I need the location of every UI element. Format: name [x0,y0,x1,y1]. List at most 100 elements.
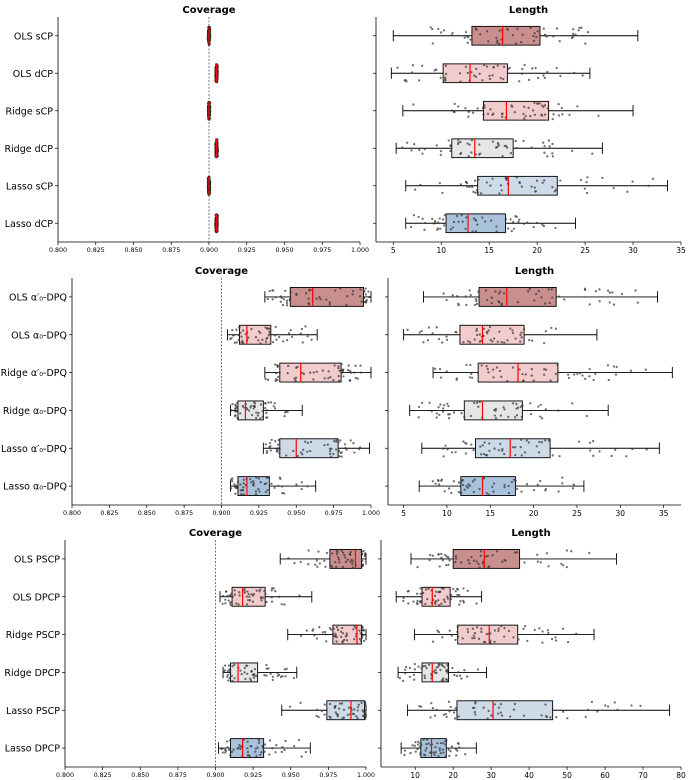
data-point [248,677,252,680]
panel-title: Coverage [189,528,242,539]
data-point [301,341,304,344]
data-point [226,594,229,598]
data-point [408,675,412,678]
data-point [365,298,368,302]
data-point [314,563,317,566]
data-point [225,590,228,593]
data-point [334,704,337,708]
data-point [289,291,292,294]
data-point [520,72,524,75]
data-point [519,340,522,343]
data-point [546,155,549,158]
data-point [473,636,476,640]
data-point [557,409,560,412]
data-point [487,329,490,332]
data-point [570,36,574,40]
data-point [320,709,324,713]
data-point [452,587,455,591]
data-point [522,112,525,116]
data-point [241,489,245,492]
data-point [259,403,263,406]
data-point [442,224,446,227]
data-point [551,296,554,299]
data-point [247,592,250,596]
data-point [523,451,527,454]
data-point [285,454,288,457]
data-point [430,701,433,705]
data-point [435,412,438,415]
data-point [553,190,557,193]
data-point [312,378,315,381]
data-point [306,335,309,338]
data-point [304,325,307,328]
data-point [281,303,285,307]
data-point [402,596,405,600]
data-point [254,336,258,339]
data-point [427,587,430,591]
data-point [606,364,610,367]
data-point [532,39,536,43]
data-point [461,220,464,223]
data-point [527,290,530,293]
data-point [410,71,414,74]
data-point [473,710,477,714]
data-point [497,706,501,709]
data-point [500,304,503,307]
data-point [223,664,227,667]
data-point [364,717,367,720]
data-point [306,485,309,488]
data-point [356,709,359,712]
data-point [454,451,457,454]
data-point [451,294,454,297]
data-point [472,559,476,562]
box-row [373,213,576,234]
data-point [358,629,361,632]
data-point [338,702,342,705]
data-point [457,105,460,108]
data-point [323,377,326,380]
data-point [614,448,617,451]
data-point [245,595,249,598]
data-point [348,369,352,372]
data-point [437,221,440,224]
data-point [436,629,439,632]
data-point [441,664,444,667]
data-point [561,113,564,116]
data-point [561,476,564,479]
data-point [239,412,242,415]
data-point [454,638,457,642]
data-point [271,747,274,750]
data-point [514,479,517,483]
data-point [307,549,310,552]
data-point [437,483,441,486]
data-point [557,114,561,117]
data-point [347,706,351,709]
data-point [447,556,450,559]
data-point [545,35,548,38]
data-point [276,674,279,677]
data-point [529,413,533,416]
data-point [511,402,515,405]
data-point [239,489,242,492]
data-point [428,558,431,562]
data-point [486,30,489,33]
data-point [513,551,517,554]
data-point [422,753,426,756]
data-point [544,408,548,411]
data-point [447,487,451,490]
data-point [559,74,562,78]
data-point [505,146,509,149]
data-point [245,408,249,411]
data-point [536,30,539,33]
data-point [645,448,648,451]
data-point [472,190,475,193]
data-point [434,745,437,749]
data-point [243,671,246,674]
data-point [534,292,538,296]
row-label: Ridge α′₀-DPQ [1,368,67,379]
data-point [284,739,287,743]
data-point [524,624,527,628]
data-point [281,491,284,495]
data-point [457,220,460,223]
data-point [345,303,348,307]
